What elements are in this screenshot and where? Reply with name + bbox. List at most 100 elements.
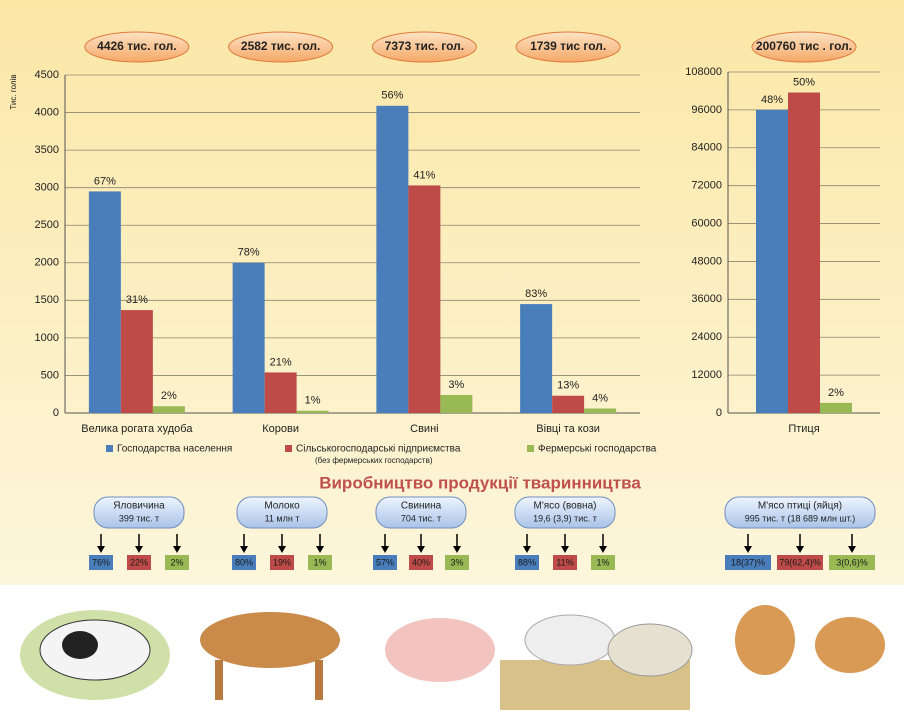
share-label: 2% (161, 390, 177, 402)
bar (788, 93, 820, 413)
share-text: 40% (412, 557, 430, 567)
y-tick-label: 84000 (691, 142, 722, 154)
share-label: 41% (413, 169, 435, 181)
bar (121, 310, 153, 413)
cow (200, 612, 340, 668)
bar (440, 395, 472, 413)
y-tick-label: 48000 (691, 255, 722, 267)
product-amount: 704 тис. т (401, 513, 441, 523)
share-label: 83% (525, 288, 547, 300)
share-text: 22% (130, 557, 148, 567)
y-tick-label: 24000 (691, 331, 722, 343)
y-tick-label: 2000 (35, 257, 59, 269)
share-text: 79(62,4)% (779, 557, 821, 567)
y-tick-label: 0 (716, 407, 722, 419)
share-text: 88% (518, 557, 536, 567)
share-label: 48% (761, 94, 783, 106)
total-label: 4426 тис. гол. (97, 39, 176, 53)
share-label: 3% (448, 379, 464, 391)
share-label: 31% (126, 294, 148, 306)
y-tick-label: 60000 (691, 217, 722, 229)
x-tick-label: Вівці та кози (536, 423, 600, 435)
share-label: 1% (305, 395, 321, 407)
total-label: 1739 тис гол. (530, 39, 606, 53)
bar (233, 263, 265, 413)
legend-swatch (285, 445, 292, 452)
share-label: 4% (592, 392, 608, 404)
share-label: 13% (557, 380, 579, 392)
x-tick-label: Велика рогата худоба (81, 423, 193, 435)
x-tick-label: Птиця (788, 423, 819, 435)
product-amount: 11 млн т (265, 513, 300, 523)
y-tick-label: 72000 (691, 180, 722, 192)
goat (525, 615, 615, 665)
pig (385, 618, 495, 682)
product-name: Молоко (264, 501, 300, 512)
page: 0 500 1000 1500 2000 2500 3000 3500 4000 4500 Тис.… (0, 0, 904, 718)
y-tick-label: 1500 (35, 294, 59, 306)
bar (153, 406, 185, 413)
y-tick-label: 4500 (35, 69, 59, 81)
legend-label: Сільськогосподарські підприємства (296, 444, 461, 455)
product-amount: 399 тис. т (119, 513, 159, 523)
legend-note: (без фермерських господарств) (315, 456, 433, 465)
bar (376, 106, 408, 413)
share-text: 11% (556, 557, 573, 567)
product-amount: 19,6 (3,9) тис. т (533, 513, 597, 523)
total-label: 200760 тис . гол. (756, 39, 852, 53)
sheep (608, 624, 692, 676)
y-tick-label: 12000 (691, 369, 722, 381)
bar (297, 411, 329, 413)
production-title: Виробництво продукції тваринництва (319, 473, 641, 492)
bar (520, 304, 552, 413)
y-tick-label: 2500 (35, 219, 59, 231)
cow-leg (315, 660, 323, 700)
product-amount: 995 тис. т (18 689 млн шт.) (745, 513, 856, 523)
share-text: 3(0,6)% (836, 557, 868, 567)
legend-label: Фермерські господарства (538, 444, 657, 455)
y-tick-label: 1000 (35, 332, 59, 344)
legend-swatch (106, 445, 113, 452)
infographic: 0 500 1000 1500 2000 2500 3000 3500 4000 4500 Тис.… (0, 0, 904, 713)
share-text: 76% (92, 557, 110, 567)
share-label: 50% (793, 76, 815, 88)
share-text: 80% (235, 557, 253, 567)
share-text: 3% (450, 557, 463, 567)
total-label: 7373 тис. гол. (385, 39, 464, 53)
y-tick-label: 3500 (35, 144, 59, 156)
share-text: 57% (376, 557, 394, 567)
product-name: М'ясо птиці (яйця) (758, 501, 842, 512)
y-tick-label: 96000 (691, 104, 722, 116)
bar (584, 408, 616, 413)
bar (820, 403, 852, 413)
share-text: 1% (596, 557, 609, 567)
share-text: 18(37)% (731, 557, 765, 567)
bar (552, 396, 584, 413)
cow-leg (215, 660, 223, 700)
share-text: 2% (170, 557, 183, 567)
y-tick-label: 36000 (691, 293, 722, 305)
share-text: 19% (273, 557, 291, 567)
cow-spot (62, 631, 98, 659)
legend-swatch (527, 445, 534, 452)
bar (756, 110, 788, 413)
y-axis-label: Тис. голів (9, 74, 18, 109)
bar (265, 372, 297, 413)
product-name: Яловичина (113, 501, 165, 512)
share-label: 67% (94, 175, 116, 187)
share-label: 21% (270, 356, 292, 368)
y-tick-label: 4000 (35, 106, 59, 118)
hen (735, 605, 795, 675)
hen (815, 617, 885, 673)
share-label: 78% (238, 247, 260, 259)
y-tick-label: 3000 (35, 182, 59, 194)
total-label: 2582 тис. гол. (241, 39, 320, 53)
y-tick-label: 0 (53, 407, 59, 419)
x-tick-label: Свині (410, 423, 438, 435)
share-label: 56% (381, 90, 403, 102)
product-name: Свинина (401, 501, 442, 512)
x-tick-label: Корови (262, 423, 299, 435)
bar (89, 191, 121, 413)
share-label: 2% (828, 387, 844, 399)
y-tick-label: 500 (41, 369, 59, 381)
